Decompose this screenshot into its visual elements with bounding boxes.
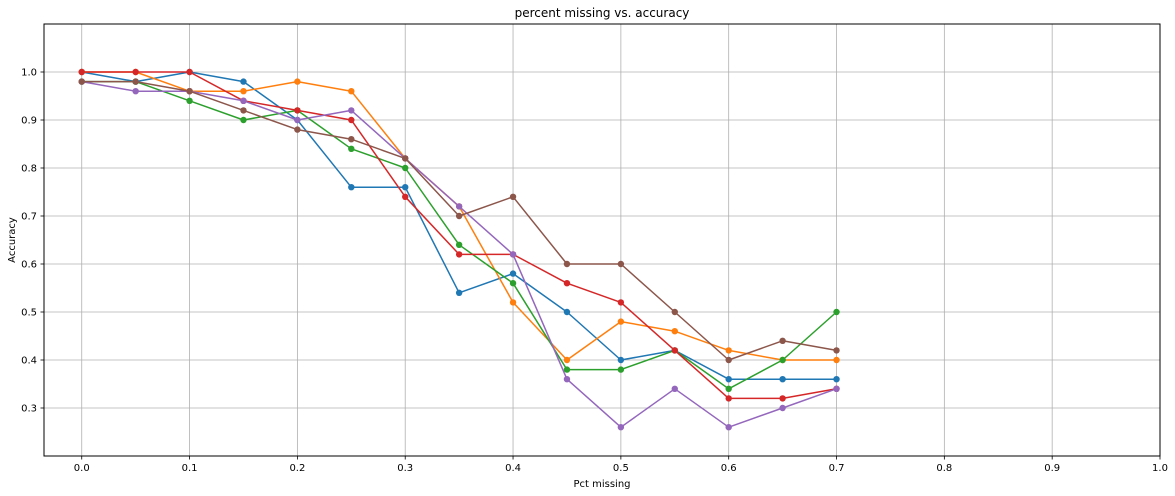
data-point — [563, 366, 571, 373]
data-point — [348, 88, 355, 95]
data-point — [617, 356, 625, 364]
series-6-markers — [78, 78, 840, 364]
data-point — [402, 193, 409, 200]
data-point — [240, 107, 247, 114]
data-point — [617, 424, 625, 431]
data-point — [563, 280, 571, 287]
x-tick-label: 0.3 — [397, 463, 413, 474]
data-point — [186, 97, 193, 105]
data-point — [348, 184, 355, 191]
data-point — [509, 193, 517, 200]
data-point — [509, 251, 517, 258]
x-tick-label: 0.8 — [936, 463, 952, 474]
x-tick-label: 0.6 — [721, 463, 737, 474]
data-point — [402, 155, 409, 162]
data-point — [509, 299, 517, 306]
data-point — [779, 376, 786, 383]
data-point — [132, 88, 139, 95]
data-point — [294, 126, 301, 133]
y-tick-label: 0.9 — [21, 116, 37, 127]
y-axis-label: Accuracy — [7, 217, 18, 263]
y-tick-label: 0.5 — [21, 308, 37, 319]
data-point — [725, 356, 732, 364]
data-point — [186, 88, 193, 95]
data-point — [725, 395, 732, 402]
data-point — [779, 395, 786, 402]
data-point — [132, 78, 139, 85]
data-point — [294, 116, 301, 124]
data-point — [833, 385, 840, 392]
data-point — [779, 404, 786, 412]
data-point — [348, 136, 355, 143]
data-point — [833, 347, 840, 354]
x-tick-label: 0.2 — [289, 463, 305, 474]
data-point — [240, 78, 247, 85]
data-point — [725, 347, 732, 354]
data-point — [671, 328, 678, 335]
data-point — [617, 366, 625, 373]
data-point — [455, 289, 463, 296]
x-tick-label: 0.7 — [829, 463, 845, 474]
series-layer — [78, 68, 840, 431]
grid — [44, 24, 1161, 456]
x-tick-label: 0.1 — [182, 463, 198, 474]
data-point — [240, 97, 247, 105]
data-point — [240, 116, 247, 124]
y-tick-label: 0.4 — [21, 356, 37, 367]
data-point — [725, 424, 732, 431]
data-point — [725, 376, 732, 383]
data-point — [78, 68, 85, 76]
data-point — [78, 78, 85, 85]
data-point — [833, 356, 840, 364]
data-point — [563, 260, 571, 268]
data-point — [186, 68, 193, 76]
data-point — [833, 308, 840, 316]
data-point — [240, 88, 247, 95]
data-point — [563, 308, 571, 316]
y-tick-label: 0.3 — [21, 404, 37, 415]
data-point — [455, 251, 463, 258]
x-tick-label: 1.0 — [1152, 463, 1168, 474]
data-point — [402, 164, 409, 172]
data-point — [617, 299, 625, 306]
data-point — [779, 356, 786, 364]
chart-title: percent missing vs. accuracy — [515, 6, 690, 20]
y-tick-label: 0.6 — [21, 260, 37, 271]
series-5-markers — [78, 78, 840, 431]
y-tick-label: 0.7 — [21, 212, 37, 223]
data-point — [132, 68, 139, 76]
plot-frame — [43, 23, 1161, 457]
x-tick-label: 0.0 — [74, 463, 90, 474]
data-point — [833, 376, 840, 383]
data-point — [455, 203, 463, 210]
data-point — [455, 212, 463, 220]
data-point — [617, 260, 625, 268]
data-point — [671, 385, 678, 392]
x-tick-label: 0.4 — [505, 463, 521, 474]
data-point — [294, 107, 301, 114]
data-point — [617, 318, 625, 325]
y-tick-label: 0.8 — [21, 164, 37, 175]
data-point — [402, 184, 409, 191]
data-point — [671, 347, 678, 354]
data-point — [348, 116, 355, 124]
data-point — [563, 376, 571, 383]
data-point — [509, 270, 517, 277]
data-point — [509, 280, 517, 287]
y-tick-label: 1.0 — [21, 68, 37, 79]
plot-background — [44, 24, 1160, 456]
data-point — [348, 107, 355, 114]
data-point — [671, 308, 678, 316]
data-point — [348, 145, 355, 152]
ticks: 0.0 0.1 0.2 0.3 0.4 0.5 0.6 0.7 0.8 0.9 1.0 0.3 0.4 0… — [21, 68, 1168, 475]
data-point — [779, 337, 786, 344]
data-point — [563, 356, 571, 364]
x-tick-label: 0.5 — [613, 463, 629, 474]
data-point — [725, 385, 732, 392]
data-point — [455, 241, 463, 248]
data-point — [294, 78, 301, 85]
x-tick-label: 0.9 — [1044, 463, 1060, 474]
x-axis-label: Pct missing — [573, 479, 630, 490]
